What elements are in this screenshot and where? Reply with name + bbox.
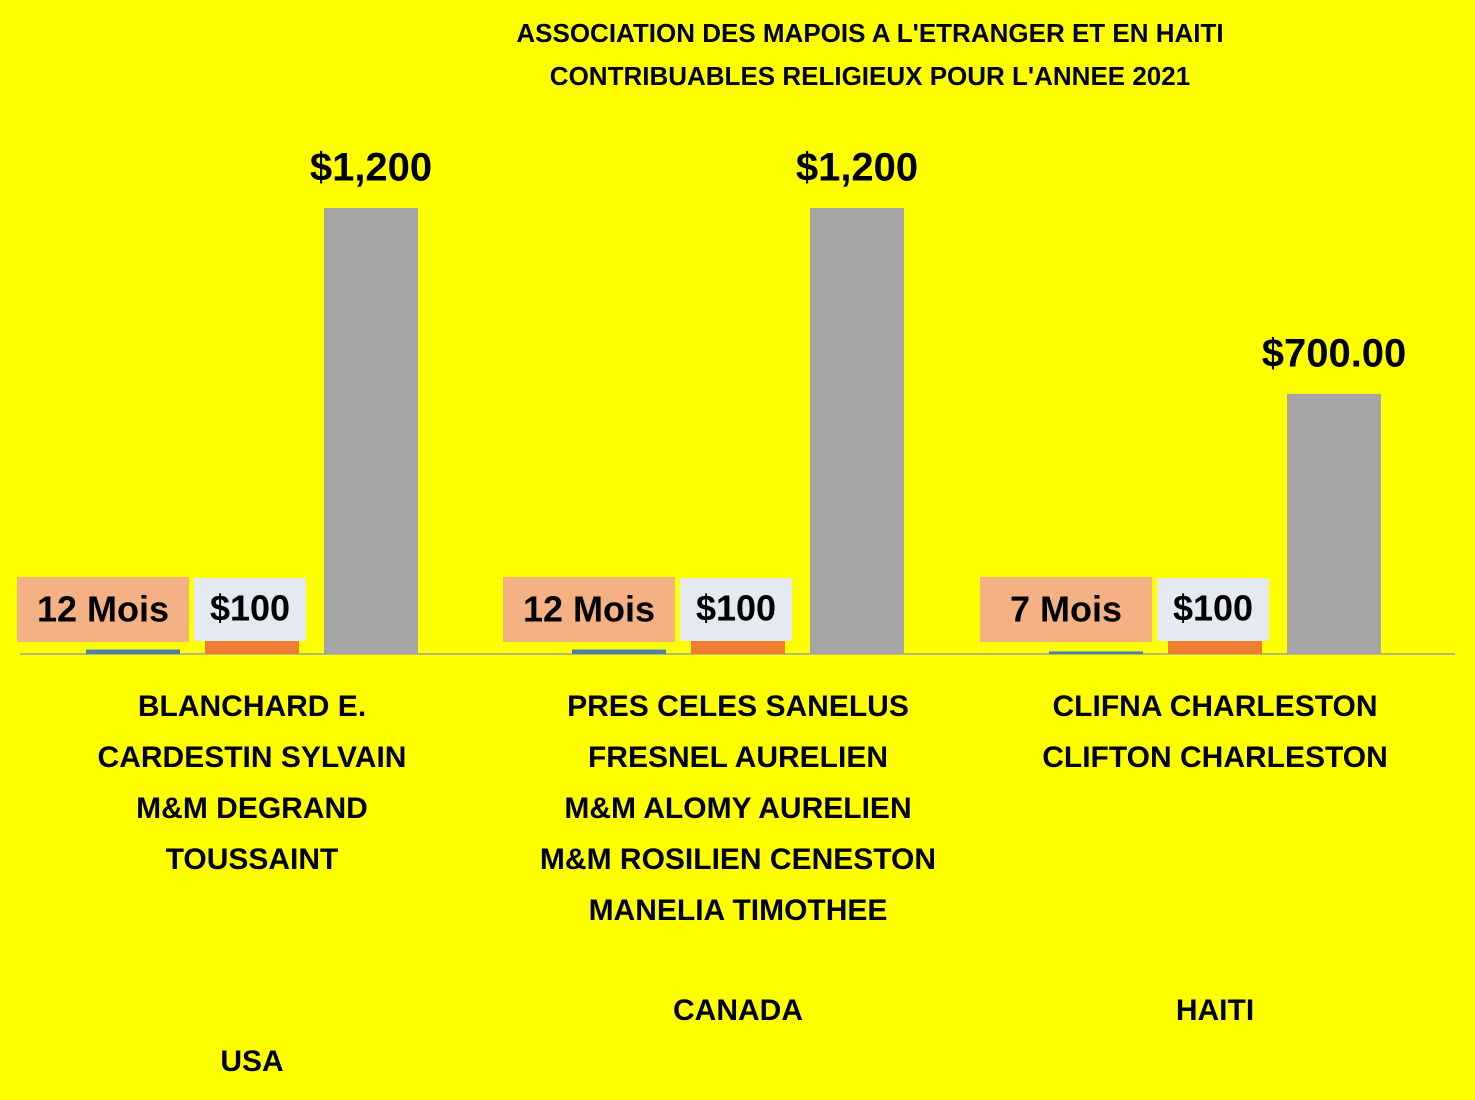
x-tick-label: HAITI [1176,994,1254,1027]
bar [1049,651,1143,654]
category-name: BLANCHARD E. [138,690,366,723]
category-name: CLIFTON CHARLESTON [1042,741,1388,774]
bar [324,208,418,654]
chart-subtitle: CONTRIBUABLES RELIGIEUX POUR L'ANNEE 202… [550,61,1190,91]
label-box [17,577,189,642]
label-box [980,577,1152,642]
bar [1287,393,1381,654]
label-box [503,577,675,642]
value-label: 7 Mois [1010,589,1122,630]
chart-title: ASSOCIATION DES MAPOIS A L'ETRANGER ET E… [516,18,1223,48]
category-name: FRESNEL AURELIEN [588,741,888,774]
value-label: $100 [210,588,290,629]
value-label: $100 [1173,588,1253,629]
bar [86,649,180,654]
value-label: $1,200 [796,146,918,190]
bar [572,649,666,654]
value-label: $700.00 [1262,331,1407,375]
category-name: PRES CELES SANELUS [567,690,909,723]
category-name: M&M DEGRAND [136,792,368,825]
value-label: $1,200 [310,146,432,190]
category-name: MANELIA TIMOTHEE [589,894,888,927]
category-name: M&M ROSILIEN CENESTON [540,843,936,876]
value-label: 12 Mois [523,589,655,630]
category-name: M&M ALOMY AURELIEN [564,792,911,825]
value-label: 12 Mois [37,589,169,630]
bar [810,208,904,654]
category-name: CLIFNA CHARLESTON [1053,690,1378,723]
value-label: $100 [696,588,776,629]
category-name: CARDESTIN SYLVAIN [98,741,407,774]
x-tick-label: USA [220,1045,283,1078]
label-box [194,578,306,641]
label-box [680,578,792,641]
label-box [1157,578,1269,641]
category-name: TOUSSAINT [166,843,339,876]
x-tick-label: CANADA [673,994,803,1027]
